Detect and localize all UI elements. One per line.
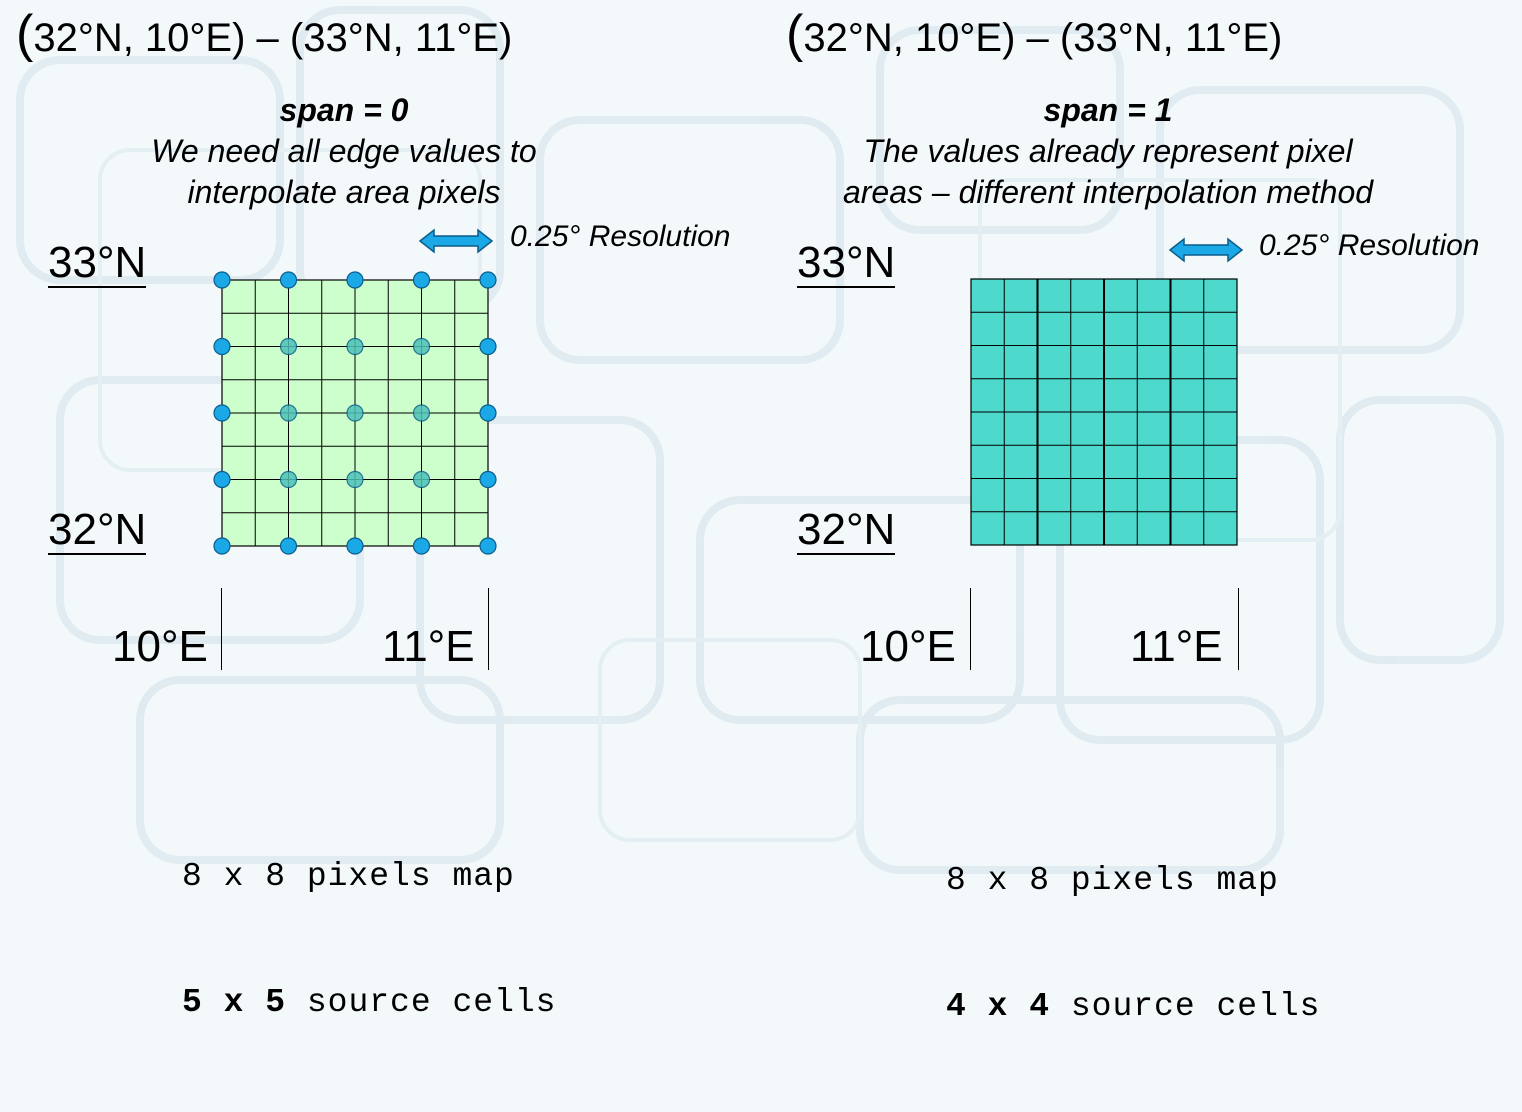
source-point [279, 271, 298, 289]
source-point [479, 271, 497, 289]
source-point [279, 470, 298, 489]
double-arrow-icon [418, 228, 494, 254]
source-point [479, 470, 497, 489]
pixel-grid-area-cells [970, 278, 1238, 546]
source-point [213, 470, 231, 489]
span-0-panel: (32°N, 10°E) – (33°N, 11°E) span = 0 We … [0, 0, 760, 1021]
latitude-bottom-label: 32°N [797, 505, 896, 555]
lon-tick-left [221, 588, 222, 670]
description-line-2: interpolate area pixels [187, 174, 501, 210]
longitude-right-label: 11°E [1130, 622, 1223, 671]
resolution-label: 0.25° Resolution [1259, 229, 1480, 262]
longitude-left-label: 10°E [860, 622, 956, 671]
coordinate-range-title: (32°N, 10°E) – (33°N, 11°E) [786, 5, 1283, 63]
lon-tick-right [488, 588, 489, 670]
source-point [479, 404, 497, 422]
double-arrow-icon [1168, 237, 1244, 263]
longitude-left-label: 10°E [112, 622, 208, 671]
resolution-label: 0.25° Resolution [510, 220, 731, 253]
pixel-map-summary: 8 x 8 pixels map 5 x 5 source cells [182, 772, 556, 1108]
span-label: span = 1 [1043, 92, 1173, 128]
lon-tick-left [970, 588, 971, 670]
source-point [279, 404, 298, 422]
source-point [279, 537, 298, 555]
source-cells-text: 5 x 5 source cells [182, 984, 557, 1021]
latitude-top-label: 33°N [797, 238, 896, 288]
description-line-2: areas – different interpolation method [842, 174, 1374, 210]
source-point [213, 404, 231, 422]
pixels-map-text: 8 x 8 pixels map [182, 858, 515, 895]
source-point [213, 271, 231, 289]
source-point [213, 537, 231, 555]
source-cells-text: 4 x 4 source cells [946, 988, 1321, 1025]
source-point [412, 404, 431, 422]
coordinate-range-title: (32°N, 10°E) – (33°N, 11°E) [16, 5, 513, 63]
source-point [346, 404, 364, 422]
span-description: span = 1 The values already represent pi… [808, 90, 1408, 213]
source-point [412, 470, 431, 489]
pixels-map-text: 8 x 8 pixels map [946, 862, 1279, 899]
source-point [346, 537, 364, 555]
latitude-bottom-label: 32°N [48, 505, 147, 555]
source-point [412, 337, 431, 356]
source-point [412, 271, 431, 289]
source-point [479, 537, 497, 555]
lon-tick-right [1238, 588, 1239, 670]
source-point [279, 337, 298, 356]
longitude-right-label: 11°E [382, 622, 475, 671]
source-point [346, 337, 364, 356]
description-line-1: The values already represent pixel [863, 133, 1353, 169]
span-label: span = 0 [279, 92, 409, 128]
source-point [346, 470, 364, 489]
span-description: span = 0 We need all edge values to inte… [44, 90, 644, 213]
latitude-top-label: 33°N [48, 238, 147, 288]
description-line-1: We need all edge values to [151, 133, 537, 169]
pixel-map-summary: 8 x 8 pixels map 4 x 4 source cells [946, 776, 1320, 1112]
source-point [346, 271, 364, 289]
pixel-grid-with-source-points [213, 271, 497, 555]
source-point [213, 337, 231, 356]
span-1-panel: (32°N, 10°E) – (33°N, 11°E) span = 1 The… [770, 0, 1522, 1025]
source-point [479, 337, 497, 356]
source-point [412, 537, 431, 555]
